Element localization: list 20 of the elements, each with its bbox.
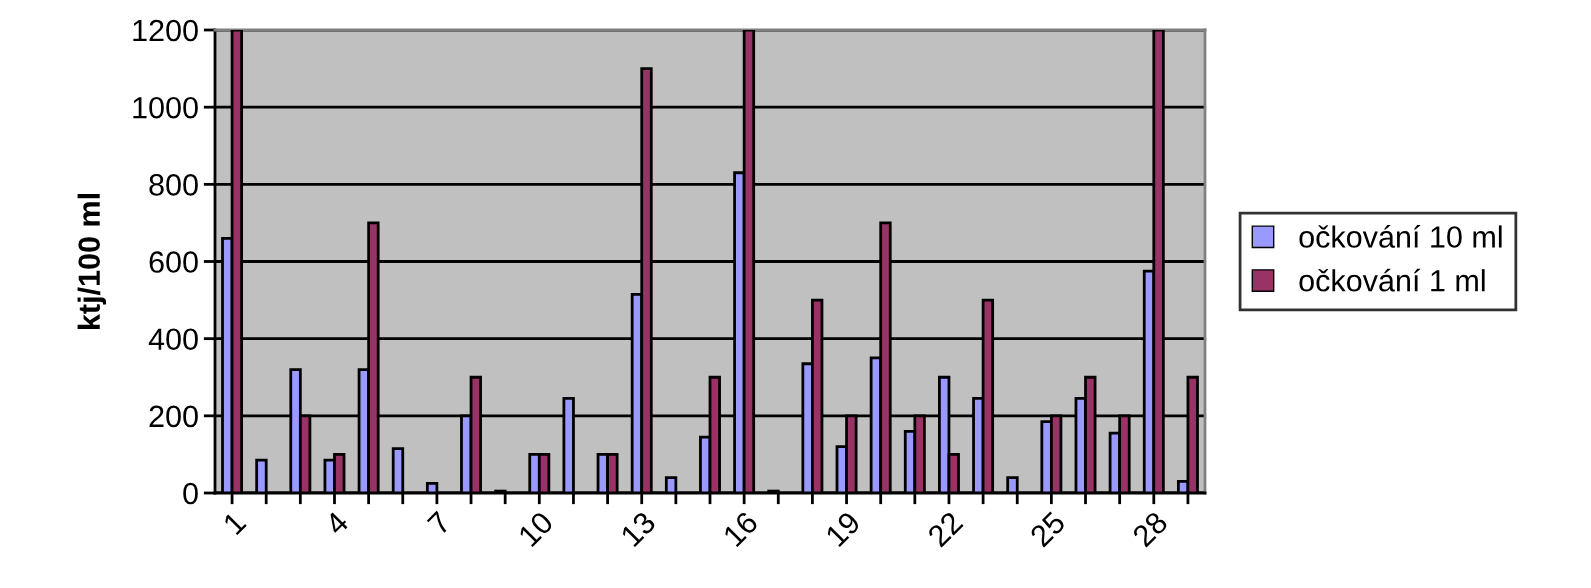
x-tick-label: 19 [824, 510, 862, 548]
x-tick-label: 25 [1029, 510, 1067, 548]
x-tick-label: 28 [1131, 510, 1169, 548]
y-tick-label: 600 [149, 251, 198, 273]
x-tick-label: 4 [323, 510, 350, 537]
x-tick-label: 16 [722, 510, 760, 548]
x-tick-label: 13 [619, 510, 657, 548]
x-tick-label: 1 [222, 510, 247, 535]
x-tick-label: 10 [517, 510, 555, 548]
y-tick-label: 200 [149, 405, 198, 428]
y-tick-label: 800 [149, 174, 198, 196]
legend-label: očkování 1 ml [1299, 268, 1485, 292]
x-tick-label: 7 [426, 510, 452, 536]
y-tick-label: 1000 [133, 96, 198, 119]
y-tick-label: 0 [183, 482, 198, 505]
y-axis-title: ktj/100 ml [77, 194, 107, 329]
y-tick-label: 400 [148, 328, 198, 351]
legend-label: očkování 10 ml [1299, 225, 1502, 248]
x-tick-label: 22 [926, 510, 964, 548]
y-tick-label: 1200 [133, 19, 198, 42]
